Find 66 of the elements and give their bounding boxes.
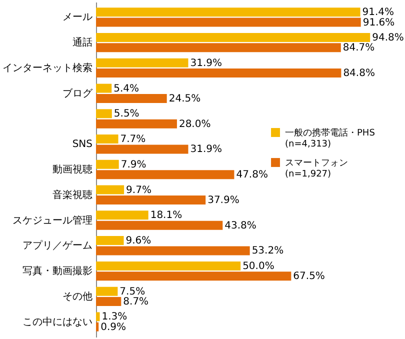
bar <box>96 322 99 332</box>
data-label: 84.8% <box>343 68 375 80</box>
data-label: 0.9% <box>100 322 126 333</box>
y-tick-label: 動画視聴 <box>52 164 92 176</box>
data-label: 84.7% <box>342 42 375 54</box>
data-label: 94.8% <box>372 32 404 44</box>
bar <box>96 18 361 27</box>
bar <box>96 210 148 220</box>
bar <box>96 286 118 296</box>
bar <box>96 261 241 270</box>
bar <box>96 134 118 144</box>
bar <box>96 312 100 322</box>
bar <box>96 58 188 68</box>
y-tick-label: ブログ <box>62 87 94 100</box>
data-label: 31.9% <box>190 58 222 69</box>
data-label: 37.9% <box>208 194 240 206</box>
bar <box>96 160 119 169</box>
y-tick-label: スケジュール管理 <box>12 215 92 226</box>
y-tick-label: その他 <box>62 290 92 302</box>
data-label: 47.8% <box>236 170 268 181</box>
y-tick-label: SNS <box>72 139 92 150</box>
data-label: 1.3% <box>102 312 128 323</box>
bar <box>96 220 223 230</box>
data-label: 7.7% <box>120 134 146 146</box>
bar <box>96 119 177 128</box>
y-tick-label: 通話 <box>72 36 92 49</box>
data-label: 53.2% <box>252 246 284 257</box>
y-tick-label: 音楽視聴 <box>52 188 92 201</box>
bar <box>96 185 124 194</box>
bar <box>96 68 342 78</box>
bar <box>96 33 370 42</box>
data-label: 28.0% <box>178 118 211 130</box>
bar <box>96 246 250 256</box>
data-label: 24.5% <box>168 93 201 104</box>
bar <box>96 272 292 281</box>
bar <box>96 84 112 93</box>
bar <box>96 296 122 306</box>
legend-label: スマートフォン (n=1,927) <box>285 158 348 180</box>
data-label: 50.0% <box>242 260 274 272</box>
data-label: 8.7% <box>123 296 149 308</box>
bar <box>96 43 341 52</box>
y-tick-label: 写真・動画撮影 <box>22 265 92 278</box>
bar <box>96 94 167 103</box>
y-tick-label: この中にはない <box>22 316 92 328</box>
data-label: 7.5% <box>120 286 146 298</box>
y-tick-label: アプリ／ゲーム <box>22 240 92 252</box>
bar <box>96 236 124 246</box>
data-label: 67.5% <box>293 271 325 282</box>
bar <box>96 144 188 154</box>
bar <box>96 8 360 17</box>
data-label: 9.7% <box>126 184 152 196</box>
data-label: 31.9% <box>190 144 222 156</box>
data-label: 18.1% <box>150 210 182 222</box>
data-label: 91.6% <box>362 17 395 28</box>
data-label: 5.4% <box>114 83 140 94</box>
data-label: 91.4% <box>362 7 394 18</box>
y-tick-label: インターネット検索 <box>2 62 92 74</box>
legend-label: 一般の携帯電話・PHS (n=4,313) <box>285 128 376 150</box>
bar <box>96 109 112 118</box>
bar <box>96 195 206 204</box>
data-label: 7.9% <box>120 159 146 170</box>
data-label: 5.5% <box>114 108 140 120</box>
data-label: 43.8% <box>224 220 256 232</box>
y-tick-label: メール <box>62 12 92 24</box>
bar <box>96 170 234 180</box>
data-label: 9.6% <box>126 236 152 247</box>
